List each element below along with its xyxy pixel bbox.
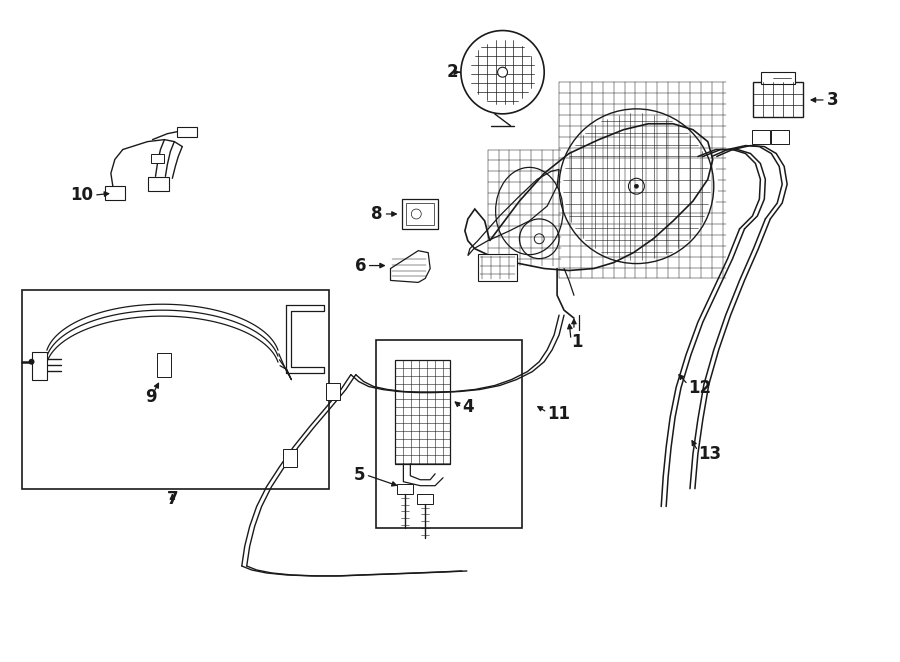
Circle shape — [461, 30, 544, 114]
Bar — [771, 130, 789, 144]
Bar — [398, 484, 413, 494]
Bar — [177, 126, 197, 136]
Text: 9: 9 — [145, 389, 157, 406]
Bar — [148, 177, 169, 191]
Bar — [150, 154, 165, 164]
Bar — [418, 494, 433, 504]
Text: 13: 13 — [698, 445, 721, 463]
Text: 1: 1 — [571, 333, 582, 351]
Text: 8: 8 — [371, 205, 382, 223]
Text: 6: 6 — [356, 257, 366, 275]
Text: 3: 3 — [827, 91, 839, 109]
Bar — [22, 291, 329, 489]
Circle shape — [634, 184, 638, 188]
Text: 4: 4 — [462, 399, 473, 416]
Bar — [407, 203, 434, 225]
Bar — [761, 72, 795, 84]
Bar — [478, 254, 518, 281]
Text: 10: 10 — [70, 186, 93, 204]
Bar — [326, 383, 340, 401]
Bar — [158, 353, 171, 377]
Bar — [395, 359, 450, 464]
Text: 7: 7 — [166, 490, 178, 508]
Bar — [284, 449, 297, 467]
Bar — [753, 82, 803, 117]
Text: 5: 5 — [355, 466, 365, 484]
Bar — [752, 130, 770, 144]
Bar — [105, 186, 125, 200]
Bar — [32, 352, 48, 379]
Text: 12: 12 — [688, 379, 711, 397]
Text: 11: 11 — [547, 405, 571, 423]
Circle shape — [498, 68, 508, 77]
Bar — [402, 199, 438, 229]
Bar — [375, 340, 522, 528]
Circle shape — [29, 359, 34, 365]
Text: 2: 2 — [446, 63, 458, 81]
